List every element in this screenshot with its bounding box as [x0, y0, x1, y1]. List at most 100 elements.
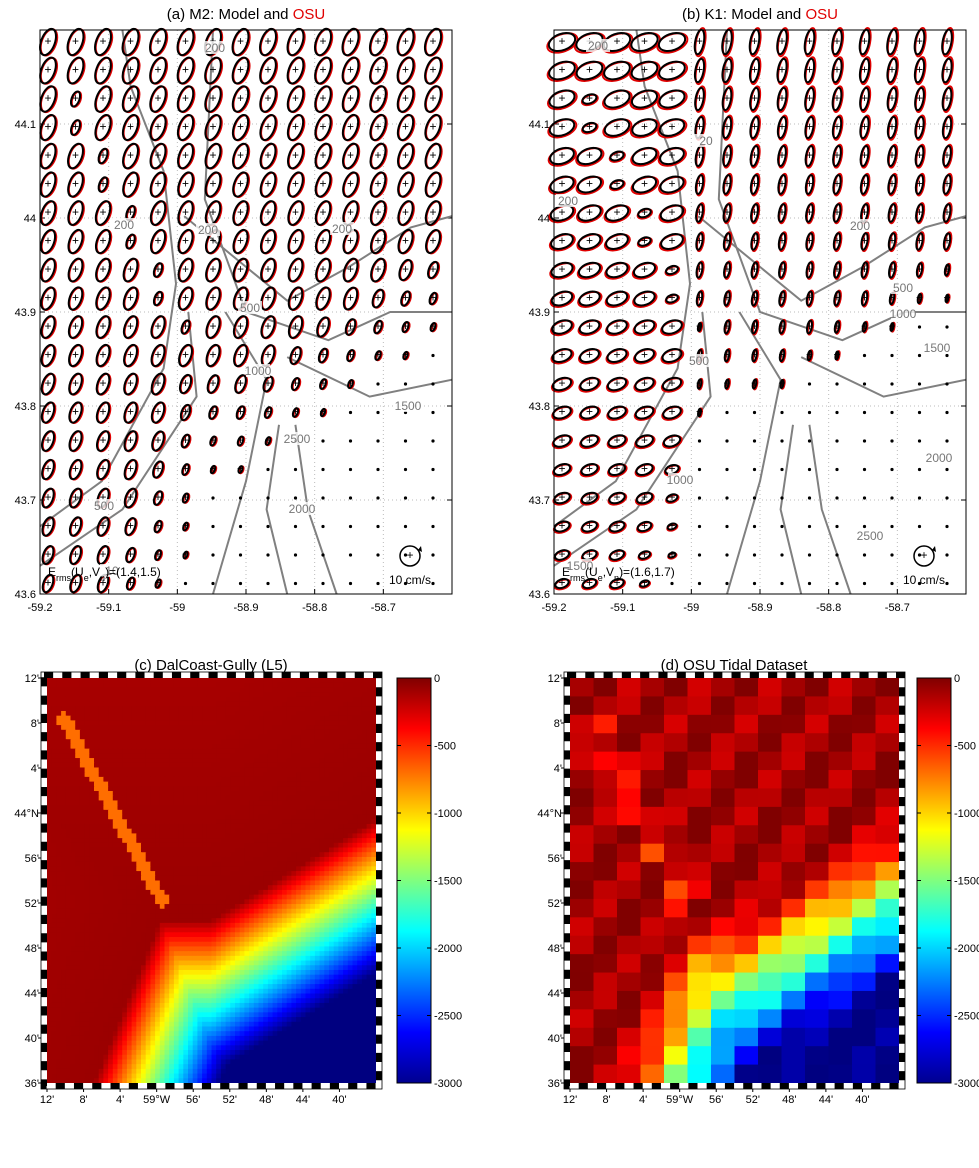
depth-cell	[273, 838, 278, 843]
depth-cell	[329, 800, 334, 805]
depth-cell	[296, 786, 301, 791]
depth-cell	[343, 852, 348, 857]
ellipse-center: +	[696, 120, 703, 134]
depth-cell	[66, 753, 71, 758]
depth-cell	[291, 829, 296, 834]
depth-cell	[179, 791, 184, 796]
depth-cell	[75, 843, 80, 848]
depth-cell	[362, 687, 367, 692]
depth-cell	[287, 800, 292, 805]
ellipse-center: +	[806, 91, 813, 105]
depth-cell	[75, 848, 80, 853]
depth-cell	[179, 758, 184, 763]
ellipse-center: +	[833, 348, 840, 362]
depth-cell	[150, 697, 155, 702]
depth-cell	[155, 800, 160, 805]
depth-cell	[315, 815, 320, 820]
depth-cell	[254, 838, 259, 843]
ellipse-center: +	[861, 34, 868, 48]
depth-cell	[371, 810, 376, 815]
depth-cell	[212, 829, 217, 834]
depth-cell	[244, 848, 249, 853]
depth-cell	[357, 683, 362, 688]
depth-cell	[273, 843, 278, 848]
depth-cell	[71, 881, 76, 886]
depth-cell	[357, 772, 362, 777]
depth-cell	[353, 871, 358, 876]
depth-cell	[188, 786, 193, 791]
depth-cell	[329, 749, 334, 754]
ellipse-center: +	[861, 177, 868, 191]
contour-label: 500	[94, 499, 114, 513]
depth-cell	[127, 824, 132, 829]
depth-cell	[122, 744, 127, 749]
depth-cell	[287, 687, 292, 692]
depth-cell	[343, 838, 348, 843]
depth-cell	[56, 782, 61, 787]
depth-cell	[146, 895, 151, 900]
depth-cell	[174, 857, 179, 862]
ellipse-center: +	[751, 34, 758, 48]
ellipse-center: +	[806, 205, 813, 219]
ellipse-center: +	[374, 148, 381, 162]
depth-cell	[89, 810, 94, 815]
depth-cell	[235, 706, 240, 711]
depth-cell	[226, 862, 231, 867]
depth-cell	[132, 678, 137, 683]
depth-cell	[353, 702, 358, 707]
depth-cell	[89, 843, 94, 848]
ellipse-center: +	[402, 91, 409, 105]
depth-cell	[315, 848, 320, 853]
depth-cell	[146, 716, 151, 721]
depth-cell	[71, 702, 76, 707]
depth-cell	[183, 767, 188, 772]
depth-cell	[263, 767, 268, 772]
depth-cell	[169, 725, 174, 730]
depth-cell	[277, 753, 282, 758]
ellipse-center: +	[402, 120, 409, 134]
depth-cell	[99, 881, 104, 886]
depth-cell	[334, 730, 339, 735]
depth-cell	[183, 786, 188, 791]
ellipse-center: +	[44, 490, 51, 504]
ellipse-center: +	[943, 262, 950, 276]
depth-cell	[371, 739, 376, 744]
depth-cell	[259, 800, 264, 805]
depth-cell	[197, 753, 202, 758]
depth-cell	[183, 744, 188, 749]
depth-cell	[249, 838, 254, 843]
ellipse-center: +	[182, 63, 189, 77]
depth-cell	[353, 772, 358, 777]
depth-cell	[216, 687, 221, 692]
tidal-dot	[780, 553, 783, 556]
depth-cell	[141, 725, 146, 730]
depth-cell	[52, 800, 57, 805]
depth-cell	[343, 895, 348, 900]
depth-cell	[230, 753, 235, 758]
ellipse-center: +	[778, 262, 785, 276]
depth-cell	[348, 857, 353, 862]
depth-cell	[277, 730, 282, 735]
depth-cell	[136, 772, 141, 777]
depth-cell	[150, 796, 155, 801]
depth-cell	[80, 843, 85, 848]
depth-cell	[146, 777, 151, 782]
depth-cell	[197, 702, 202, 707]
depth-cell	[338, 819, 343, 824]
contour-label: 200	[114, 218, 134, 232]
depth-cell	[155, 876, 160, 881]
depth-cell	[179, 881, 184, 886]
depth-cell	[230, 702, 235, 707]
depth-cell	[66, 848, 71, 853]
ellipse-center: +	[264, 234, 271, 248]
depth-cell	[160, 824, 165, 829]
ellipse-center: +	[723, 348, 730, 362]
depth-cell	[165, 895, 170, 900]
depth-cell	[160, 716, 165, 721]
depth-cell	[287, 810, 292, 815]
depth-cell	[94, 848, 99, 853]
ellipse-center: +	[127, 148, 134, 162]
tidal-dot	[184, 582, 187, 585]
depth-cell	[179, 876, 184, 881]
depth-cell	[56, 800, 61, 805]
